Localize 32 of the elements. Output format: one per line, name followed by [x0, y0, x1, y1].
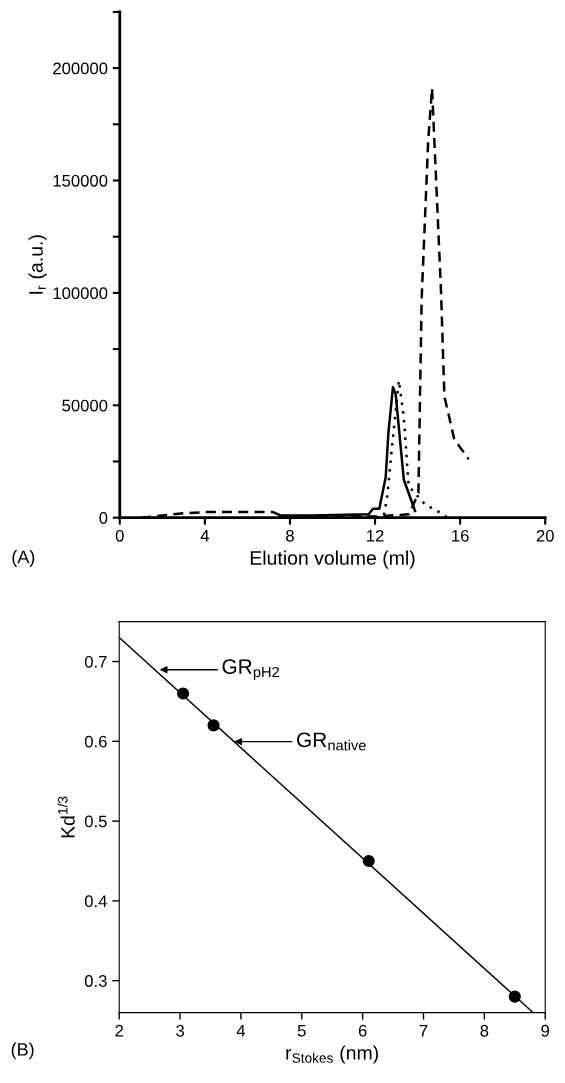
text: (B): [11, 1042, 34, 1060]
x-tick-label: 9: [541, 1024, 550, 1037]
x-tick-label: 8: [286, 529, 294, 542]
x-tick-label: 4: [200, 530, 210, 542]
annotation: GR$_{pH2}$: [222, 659, 279, 681]
x-tick-label: 20: [536, 529, 554, 542]
x-tick-label: 8: [480, 1024, 489, 1037]
y-tick-label: 150000: [53, 174, 108, 187]
y-tick-label: 200000: [53, 62, 108, 75]
y-tick-label: 0.6: [84, 735, 107, 748]
y-tick-label: 0.3: [84, 975, 107, 987]
x-axis-title: r$_{Stokes}$ (nm): [286, 1045, 378, 1064]
y-tick-label: 100000: [53, 287, 108, 300]
x-tick-label: 7: [419, 1025, 428, 1037]
x-tick-label: 3: [176, 1024, 184, 1037]
x-axis-title: Elution volume (ml): [250, 550, 415, 569]
y-tick-label: 0.5: [84, 815, 107, 828]
y-tick-label: 0: [99, 512, 108, 524]
y-tick-label: 50000: [62, 399, 108, 412]
x-tick-label: 2: [115, 1024, 124, 1037]
x-tick-label: 0: [115, 529, 124, 542]
x-tick-label: 6: [358, 1024, 367, 1037]
x-tick-label: 4: [236, 1025, 246, 1037]
x-tick-label: 5: [297, 1025, 306, 1037]
text: (A): [12, 550, 35, 567]
x-tick-label: 16: [452, 529, 469, 542]
y-tick-label: 0.7: [84, 655, 107, 668]
y-axis-title: Kd$^{1/3}$: [57, 796, 75, 838]
y-axis-title: I$_{r}$ (a.u.): [28, 235, 47, 294]
annotation: GR$_{native}$: [297, 732, 366, 751]
x-tick-label: 12: [367, 529, 384, 542]
y-tick-label: 0.4: [84, 895, 107, 908]
